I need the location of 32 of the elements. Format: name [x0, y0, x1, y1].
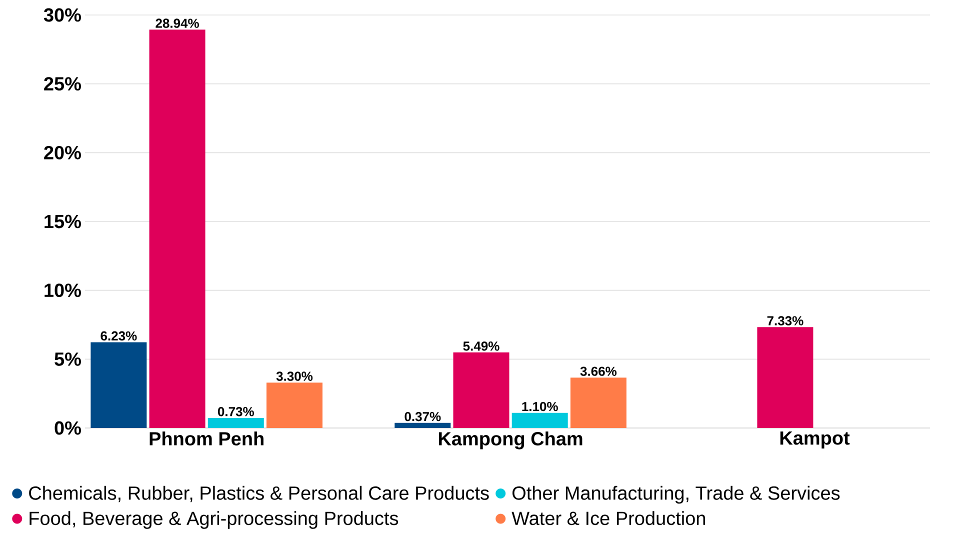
data-label: 3.66% — [580, 366, 617, 376]
legend-label: Chemicals, Rubber, Plastics & Personal Care Products — [29, 486, 489, 502]
bar — [266, 382, 322, 428]
legend-label: Other Manufacturing, Trade & Services — [512, 486, 840, 504]
bar — [512, 412, 568, 428]
bar — [453, 352, 510, 428]
bar — [208, 418, 264, 428]
bar — [757, 327, 814, 428]
y-tick-label: 10% — [44, 284, 81, 298]
bar — [90, 342, 147, 428]
bar — [149, 30, 206, 428]
data-label: 1.10% — [522, 402, 558, 412]
data-label: 0.73% — [218, 407, 254, 416]
x-tick-label: Kampong Cham — [438, 432, 582, 450]
data-label: 28.94% — [156, 18, 199, 28]
y-tick-label: 0% — [54, 421, 81, 435]
data-label: 3.30% — [276, 372, 313, 381]
data-label: 7.33% — [767, 316, 804, 326]
y-tick-label: 30% — [44, 8, 81, 22]
data-label: 5.49% — [463, 342, 500, 351]
data-label: 0.37% — [404, 412, 441, 422]
x-tick-label: Kampot — [780, 432, 850, 449]
data-label: 6.23% — [100, 331, 137, 341]
y-tick-label: 20% — [44, 146, 81, 160]
y-tick-label: 5% — [54, 352, 81, 366]
bar — [394, 422, 451, 428]
bar — [570, 378, 626, 428]
legend-label: Water & Ice Production — [512, 511, 705, 526]
y-tick-label: 25% — [44, 77, 81, 91]
legend-label: Food, Beverage & Agri-processing Products — [30, 511, 398, 529]
y-tick-label: 15% — [44, 214, 81, 228]
x-tick-label: Phnom Penh — [150, 432, 264, 446]
